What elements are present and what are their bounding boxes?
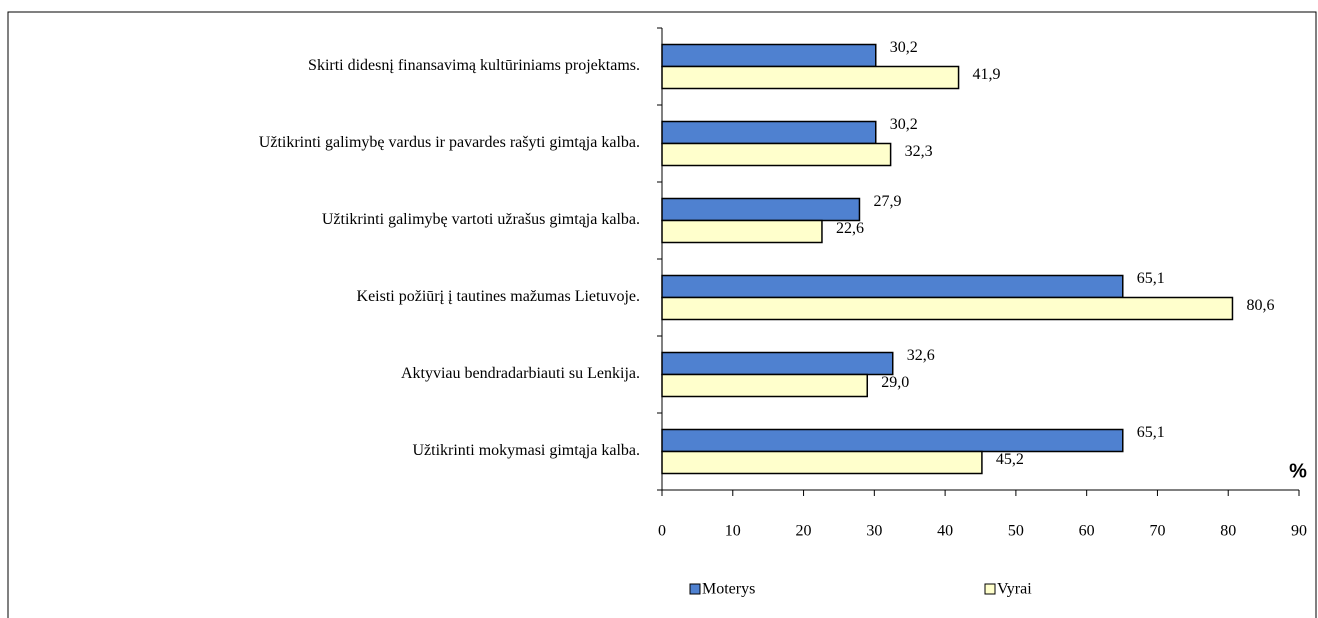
category-label: Užtikrinti mokymasi gimtąja kalba. [412, 442, 640, 459]
value-label: 65,1 [1137, 270, 1165, 287]
category-label: Skirti didesnį finansavimą kultūriniams … [308, 57, 640, 74]
value-label: 41,9 [973, 66, 1001, 83]
x-tick-label: 60 [1079, 523, 1095, 540]
value-label: 30,2 [890, 39, 918, 56]
value-label: 65,1 [1137, 424, 1165, 441]
category-label: Aktyviau bendradarbiauti su Lenkija. [401, 365, 640, 382]
bar [661, 373, 869, 398]
x-tick-label: 20 [796, 523, 812, 540]
value-label: 32,6 [907, 347, 935, 364]
x-tick-label: 80 [1220, 523, 1236, 540]
legend-label: Vyrai [997, 581, 1032, 598]
bar [661, 351, 894, 376]
legend-swatch [984, 583, 996, 595]
bar [661, 120, 877, 145]
bar [661, 428, 1124, 453]
category-label: Užtikrinti galimybę vartoti užrašus gimt… [322, 211, 640, 228]
bar [661, 197, 861, 222]
bar [661, 43, 877, 68]
category-label: Užtikrinti galimybę vardus ir pavardes r… [259, 134, 640, 151]
bar [661, 296, 1234, 321]
category-label: Keisti požiūrį į tautines mažumas Lietuv… [357, 288, 640, 305]
value-label: 45,2 [996, 451, 1024, 468]
bar [661, 65, 960, 90]
x-tick-label: 50 [1008, 523, 1024, 540]
x-tick-label: 30 [866, 523, 882, 540]
bar [661, 142, 892, 167]
x-tick-label: 90 [1291, 523, 1307, 540]
value-label: 27,9 [873, 193, 901, 210]
value-label: 30,2 [890, 116, 918, 133]
legend-swatch [689, 583, 701, 595]
value-label: 29,0 [881, 374, 909, 391]
x-axis-label: % [1289, 460, 1307, 482]
bar [661, 274, 1124, 299]
value-label: 80,6 [1246, 297, 1274, 314]
x-tick-label: 40 [937, 523, 953, 540]
x-tick-label: 70 [1149, 523, 1165, 540]
bar [661, 219, 823, 244]
bar [661, 450, 983, 475]
value-label: 22,6 [836, 220, 864, 237]
legend-label: Moterys [702, 581, 755, 598]
x-tick-label: 0 [658, 523, 666, 540]
x-tick-label: 10 [725, 523, 741, 540]
value-label: 32,3 [905, 143, 933, 160]
frame [7, 11, 1317, 618]
